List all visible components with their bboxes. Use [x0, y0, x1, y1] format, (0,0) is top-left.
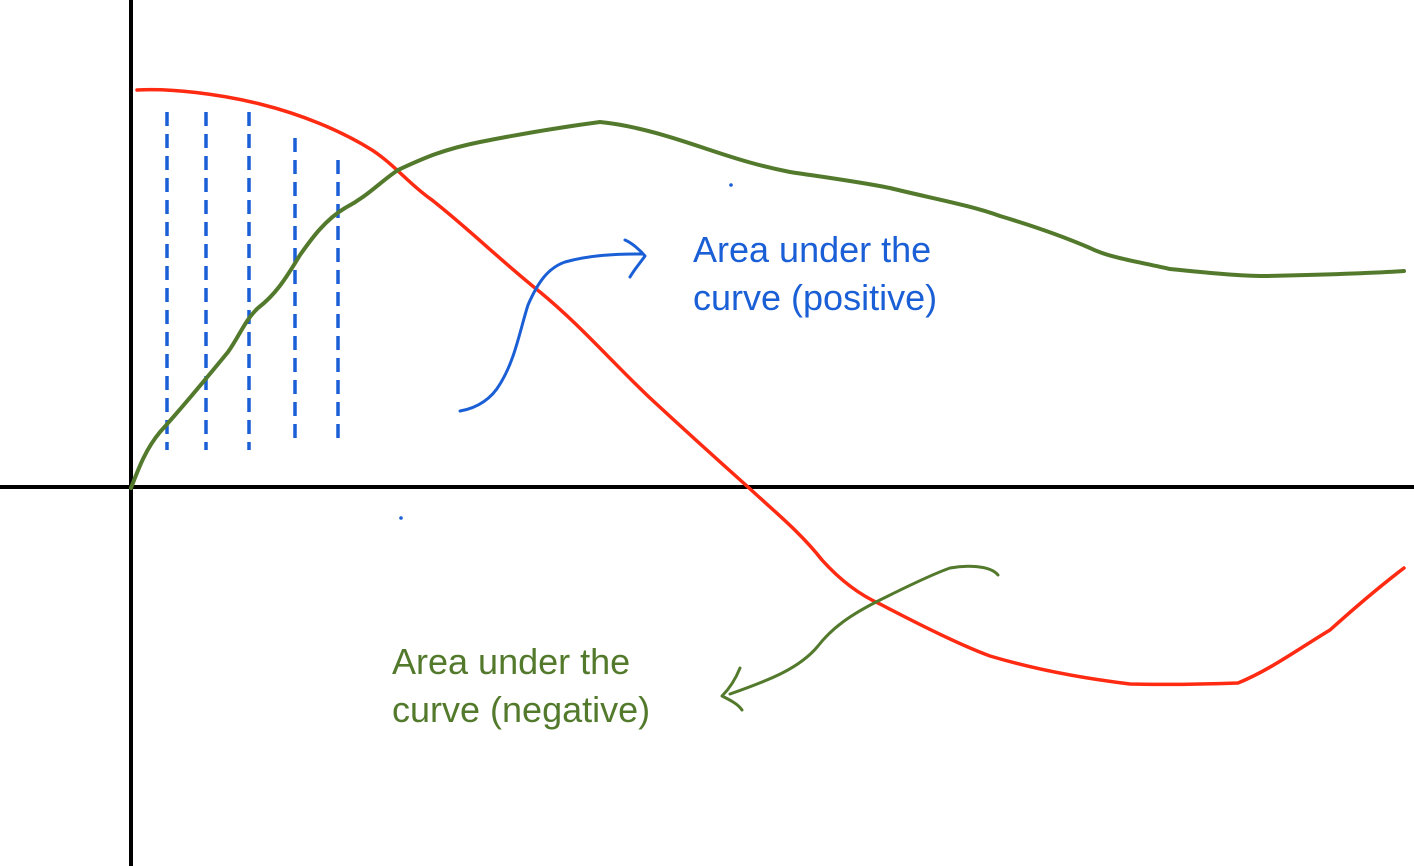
positive-label-line2: curve (positive)	[693, 277, 937, 318]
positive-label: Area under the curve (positive)	[693, 229, 941, 318]
negative-label: Area under the curve (negative)	[392, 641, 650, 730]
negative-arrow	[720, 564, 1000, 712]
hatch-lines	[165, 112, 340, 450]
negative-label-line1: Area under the	[392, 641, 630, 682]
negative-arrow-head	[720, 666, 744, 712]
stray-dot	[399, 516, 403, 520]
positive-label-line1: Area under the	[693, 229, 931, 270]
positive-arrow-head	[623, 238, 647, 279]
positive-arrow-stroke	[458, 252, 644, 413]
green-curve	[129, 120, 1406, 490]
stray-dot	[729, 183, 733, 187]
negative-label-line2: curve (negative)	[392, 689, 650, 730]
positive-arrow	[458, 238, 647, 413]
red-curve	[135, 87, 1406, 687]
negative-arrow-stroke	[728, 564, 1000, 696]
